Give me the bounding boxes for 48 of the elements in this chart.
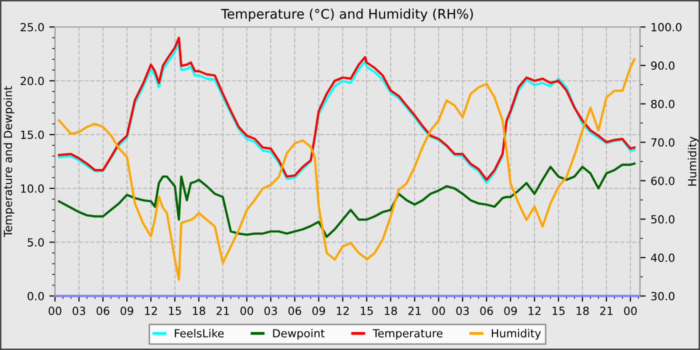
x-tick-label: 21 (216, 306, 229, 315)
y2-tick-label: 60.0 (651, 176, 674, 186)
y2-tick-label: 70.0 (651, 138, 674, 147)
y2-tick-label: 90.0 (651, 61, 674, 70)
y-tick-label: 20.0 (20, 76, 44, 86)
y-tick-label: 10.0 (21, 184, 44, 193)
y-axis-title: Temperature and Dewpoint (4, 86, 14, 238)
y-tick-label: 0.0 (28, 292, 44, 300)
legend-label: FeelsLike (174, 328, 224, 338)
chart-title: Temperature (°C) and Humidity (RH%) (220, 8, 473, 22)
x-tick-label: 15 (169, 306, 181, 316)
x-tick-label: 12 (145, 306, 157, 315)
x-tick-label: 09 (120, 306, 134, 316)
x-tick-label: 00 (240, 306, 254, 316)
line-series (58, 162, 636, 238)
y-tick-label: 5.0 (28, 238, 44, 247)
line-series (58, 58, 636, 281)
x-tick-label: 03 (264, 306, 277, 316)
y-tick-label: 15.0 (21, 130, 44, 139)
legend-label: Temperature (372, 329, 442, 340)
x-tick-label: 18 (193, 306, 206, 316)
x-tick-label: 12 (336, 306, 349, 315)
x-tick-label: 09 (312, 306, 326, 316)
x-tick-label: 15 (360, 306, 373, 316)
x-tick-label: 06 (96, 306, 110, 316)
y-tick-label: 25.0 (20, 22, 44, 32)
x-tick-label: 00 (432, 306, 445, 316)
x-tick-label: 03 (456, 306, 469, 316)
x-tick-label: 03 (72, 306, 86, 316)
x-tick-label: 18 (384, 306, 397, 316)
x-tick-label: 21 (600, 306, 612, 315)
x-tick-label: 09 (504, 306, 517, 316)
x-tick-label: 00 (624, 306, 637, 316)
y2-axis-title: Humidity (688, 136, 699, 186)
x-tick-label: 21 (408, 306, 421, 315)
legend-label: Dewpoint (273, 328, 325, 340)
y2-tick-label: 50.0 (651, 215, 674, 224)
x-tick-label: 12 (528, 306, 540, 315)
x-tick-label: 15 (552, 306, 565, 316)
y2-tick-label: 100.0 (652, 22, 682, 32)
y2-tick-label: 40.0 (650, 254, 674, 262)
x-tick-label: 18 (576, 306, 589, 316)
x-tick-label: 06 (288, 306, 302, 316)
y2-tick-label: 80.0 (651, 100, 674, 108)
x-tick-label: 06 (480, 306, 493, 316)
x-tick-label: 00 (48, 306, 62, 316)
legend-label: Humidity (492, 328, 541, 340)
y2-tick-label: 30.0 (651, 292, 674, 300)
